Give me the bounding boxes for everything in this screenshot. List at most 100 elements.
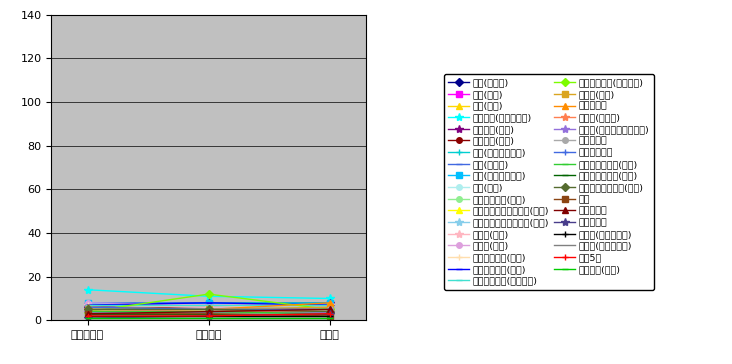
カヌー(スラローム) [204,314,213,318]
ウェイトリフティング(女子) [325,305,334,309]
Line: 体操(新体操): 体操(新体操) [84,299,333,309]
Line: 体操(トランポリン): 体操(トランポリン) [85,300,332,306]
ウェイトリフティング(女子) [204,305,213,309]
陸上競技(跛躍) [325,301,334,305]
ボート(女子) [83,307,92,312]
近代5種 [325,312,334,316]
陸上競技(混成) [325,307,334,312]
近代5種 [204,314,213,318]
ハンドボール(男子) [325,303,334,307]
Legend: 水泳(飛込み), 水球(男子), 水球(女子), 陸上競技(中・長距離), 陸上競技(跛躍), 陸上競技(混成), 体操(体操競技女子), 体操(新体操), 体: 水泳(飛込み), 水球(男子), 水球(女子), 陸上競技(中・長距離), 陸上… [444,74,654,290]
バスケットボール(男子) [204,307,213,312]
Line: トライアスロン(男子): トライアスロン(男子) [84,308,333,317]
自転車(マウンテンバイク) [325,309,334,314]
Line: 水泳(飛込み): 水泳(飛込み) [85,300,332,310]
陸上競技(跛躍) [204,301,213,305]
トライアスロン(男子) [83,309,92,314]
ボクシング [325,307,334,312]
Line: 陸上競技(跛躍): 陸上競技(跛躍) [83,299,334,309]
Line: ボクシング: ボクシング [85,306,332,317]
Line: 馬術: 馬術 [85,311,332,319]
ボート(女子) [325,305,334,309]
Line: セーリング: セーリング [85,300,332,312]
カヌー(スラローム) [325,314,334,318]
自転車(マウンテンバイク) [83,309,92,314]
陸上競技(混成) [83,305,92,309]
ライフル射撃(ビストル) [204,292,213,296]
体操(新体操) [83,301,92,305]
トライアスロン(男子) [204,309,213,314]
トライアスロン(女子) [204,312,213,316]
フェンシング [325,307,334,312]
テニス(女子) [83,301,92,305]
Line: クレー射撃: クレー射撃 [85,306,332,312]
バスケットボール(男子) [83,307,92,312]
ハンドボール(女子) [83,303,92,307]
ハンドボール(男子) [204,303,213,307]
卓球(男子) [204,307,213,312]
Line: ライフル射撃(ビストル): ライフル射撃(ビストル) [85,291,332,314]
自転車(ロード) [204,309,213,314]
水球(男子) [325,303,334,307]
陸上競技(跛躍) [83,303,92,307]
ホッケー(男子) [325,316,334,320]
水泳(飛込み) [325,303,334,307]
カヌー(レーシング) [83,316,92,320]
バレーボール(男子) [204,312,213,316]
カヌー(スラローム) [83,314,92,318]
ライフル射撃(ライフル) [325,303,334,307]
Line: 水球(男子): 水球(男子) [85,302,332,308]
ボクシング [83,312,92,316]
体操(体操競技女子) [83,303,92,307]
Line: 近代5種: 近代5種 [84,310,333,320]
ハンドボール(女子) [325,303,334,307]
カヌー(レーシング) [325,316,334,320]
セーリング [325,301,334,305]
水泳(飛込み) [204,301,213,305]
ウェイトリフティング(女子) [83,303,92,307]
Line: ハンドボール(男子): ハンドボール(男子) [84,301,333,309]
水球(女子) [204,309,213,314]
馬術 [204,312,213,316]
フェンシング [83,305,92,309]
陸上競技(中・長距離) [204,294,213,298]
Line: バレーボール(男子): バレーボール(男子) [85,306,332,317]
水球(女子) [83,307,92,312]
Line: ボート(女子): ボート(女子) [85,304,332,312]
ウェイトリフティング(男子) [83,307,92,312]
水球(男子) [83,303,92,307]
水球(女子) [325,307,334,312]
Line: 陸上競技(混成): 陸上競技(混成) [85,304,332,312]
ハンドボール(男子) [83,303,92,307]
ウェイトリフティング(男子) [204,309,213,314]
Line: テニス(男子): テニス(男子) [83,301,334,311]
ボート(女子) [204,307,213,312]
体操(トランポリン) [325,301,334,305]
テニス(男子) [325,303,334,307]
Line: トライアスロン(女子): トライアスロン(女子) [84,310,333,317]
カヌー(レーシング) [204,316,213,320]
自転車(ロード) [325,309,334,314]
セーリング [83,305,92,309]
テニス(男子) [204,305,213,309]
Line: ホッケー(男子): ホッケー(男子) [84,314,333,322]
セーリング [204,307,213,312]
体操(体操競技女子) [325,301,334,305]
ウェイトリフティング(男子) [325,309,334,314]
Line: ライフル射撃(ライフル): ライフル射撃(ライフル) [84,301,333,309]
体操(トランポリン) [83,301,92,305]
ライフル射撃(ビストル) [83,309,92,314]
Line: テニス(女子): テニス(女子) [85,300,332,308]
水泳(飛込み) [83,305,92,309]
トライアスロン(男子) [325,312,334,316]
テコンドー [204,314,213,318]
Line: 自転車(マウンテンバイク): 自転車(マウンテンバイク) [83,308,334,316]
体操(体操競技女子) [204,301,213,305]
クレー射撃 [325,307,334,312]
体操(新体操) [325,303,334,307]
バスケットボール(男子) [325,309,334,314]
Line: ウェイトリフティング(女子): ウェイトリフティング(女子) [83,301,334,311]
ホッケー(男子) [83,316,92,320]
フェンシング [204,307,213,312]
馬術 [325,314,334,318]
